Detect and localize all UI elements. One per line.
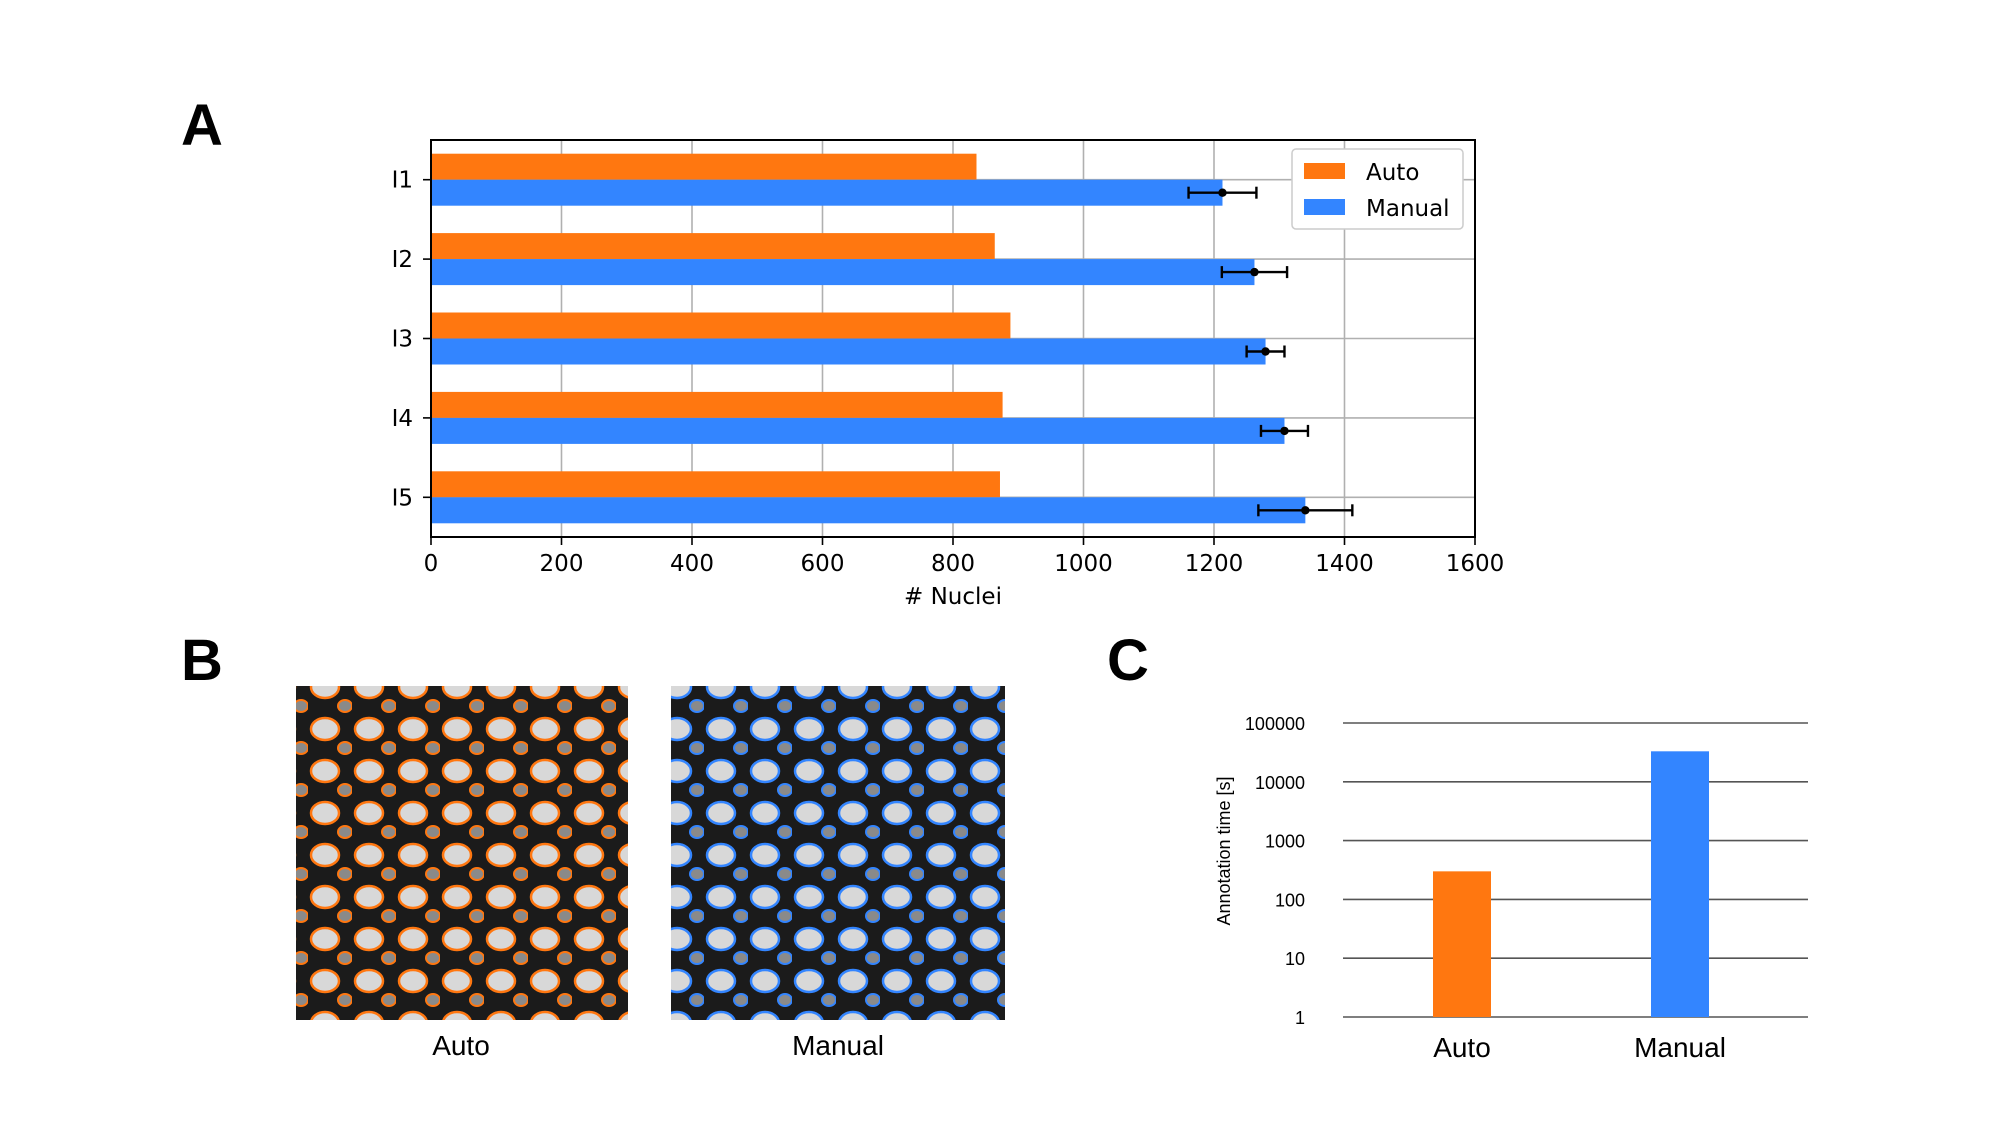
chart-c-y-tick-label: 100 xyxy=(1275,890,1305,910)
bar-manual-I1 xyxy=(431,179,1223,206)
chart-c-bars xyxy=(1433,751,1709,1017)
legend-swatch-auto xyxy=(1304,163,1345,179)
chart-a-y-tick-label: I3 xyxy=(392,327,413,353)
bar-manual-I2 xyxy=(431,259,1255,286)
chart-a-x-tick-label: 200 xyxy=(540,551,584,577)
panel-label-b: B xyxy=(181,628,223,693)
chart-a-bars xyxy=(431,153,1306,524)
chart-a-x-tick-label: 1600 xyxy=(1446,551,1505,577)
bar-manual-I4 xyxy=(431,417,1285,444)
mean-point-I4 xyxy=(1280,426,1289,436)
bar-manual-I5 xyxy=(431,497,1306,524)
legend-label-manual: Manual xyxy=(1366,196,1450,222)
micrograph-manual-label: Manual xyxy=(792,1030,884,1061)
chart-c-y-tick-label: 100000 xyxy=(1245,714,1305,734)
micrograph-auto-label: Auto xyxy=(432,1030,490,1061)
legend-swatch-manual xyxy=(1304,199,1345,215)
chart-c-x-tick-label: Auto xyxy=(1433,1032,1491,1063)
chart-a-x-tick-label: 1400 xyxy=(1315,551,1374,577)
chart-a-y-tick-label: I4 xyxy=(392,406,413,432)
chart-c-grid xyxy=(1343,722,1808,1018)
mean-point-I2 xyxy=(1250,267,1259,277)
chart-c-y-label: Annotation time [s] xyxy=(1214,776,1234,925)
bar-auto-I2 xyxy=(431,233,995,260)
bar-auto xyxy=(1433,871,1491,1017)
chart-c-y-tick-label: 10000 xyxy=(1255,773,1305,793)
chart-c-y-tick-label: 1000 xyxy=(1265,832,1305,852)
chart-a-x-tick-label: 1000 xyxy=(1054,551,1113,577)
mean-point-I5 xyxy=(1301,506,1310,515)
bar-auto-I1 xyxy=(431,153,977,180)
chart-a-error-bars xyxy=(1187,186,1354,517)
chart-a-x-tick-label: 400 xyxy=(670,551,714,577)
chart-a-y-tick-label: I2 xyxy=(392,247,413,273)
bar-auto-I5 xyxy=(431,471,1000,498)
chart-a-x-tick-label: 600 xyxy=(801,551,845,577)
chart-c-x-tick-label: Manual xyxy=(1634,1032,1726,1063)
panel-label-a: A xyxy=(181,93,223,158)
chart-a-legend: Auto Manual xyxy=(1291,148,1464,230)
micrograph-manual xyxy=(671,686,1005,1020)
chart-a-y-tick-label: I1 xyxy=(392,168,413,194)
chart-a-x-tick-label: 1200 xyxy=(1185,551,1244,577)
chart-a-x-tick-label: 800 xyxy=(931,551,975,577)
chart-a-x-label: # Nuclei xyxy=(904,584,1002,610)
mean-point-I1 xyxy=(1218,188,1227,197)
bar-auto-I3 xyxy=(431,312,1011,339)
chart-c-y-tick-label: 1 xyxy=(1295,1008,1305,1028)
chart-a-x-ticks: 0 200 400 600 800 1000 1200 1400 1600 xyxy=(424,537,1505,577)
bar-manual-I3 xyxy=(431,338,1266,365)
chart-c-y-tick-label: 10 xyxy=(1285,949,1305,969)
bar-auto-I4 xyxy=(431,391,1003,418)
chart-c: 1 10 100 1000 10000 100000 Auto Manual Annotat… xyxy=(1214,714,1808,1063)
chart-c-y-ticks: 1 10 100 1000 10000 100000 xyxy=(1245,714,1305,1028)
chart-a-y-tick-label: I5 xyxy=(392,485,413,511)
panel-label-c: C xyxy=(1107,628,1149,693)
chart-a-y-ticks: I1 I2 I3 I4 I5 xyxy=(392,168,431,511)
bar-manual xyxy=(1651,751,1709,1017)
mean-point-I3 xyxy=(1261,347,1270,356)
chart-c-x-ticks: Auto Manual xyxy=(1433,1032,1726,1063)
chart-a-x-tick-label: 0 xyxy=(424,551,439,577)
legend-label-auto: Auto xyxy=(1366,160,1419,186)
chart-a: 0 200 400 600 800 1000 1200 1400 1600 I1 I2 I3 I4 I5… xyxy=(392,139,1505,610)
micrograph-auto xyxy=(296,686,628,1020)
